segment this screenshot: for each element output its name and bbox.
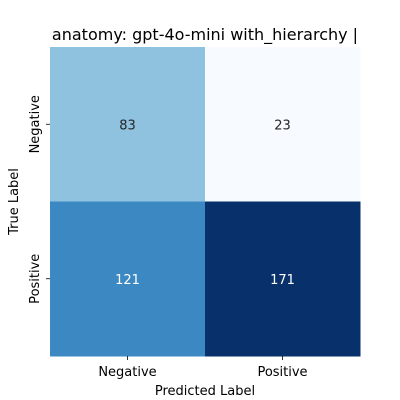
cell-value-label: 121 xyxy=(115,273,140,288)
y-axis-label: True Label xyxy=(7,168,22,236)
x-axis-label: Predicted Label xyxy=(155,384,255,399)
heatmap-cell-negative-positive xyxy=(205,47,361,202)
chart-title: anatomy: gpt-4o-mini with_hierarchy | xyxy=(52,25,358,45)
axis-ticks: Negative Positive Negative Positive xyxy=(28,95,308,380)
y-tick-label: Positive xyxy=(28,254,43,304)
heatmap-cell-negative-negative xyxy=(50,47,206,202)
cell-value-label: 83 xyxy=(119,118,136,133)
heatmap-cell-positive-negative xyxy=(50,201,206,357)
x-tick-label: Positive xyxy=(257,365,307,380)
heatmap-cell-positive-positive xyxy=(205,201,361,357)
y-tick-label: Negative xyxy=(28,95,43,153)
cell-value-label: 23 xyxy=(274,118,291,133)
cell-value-label: 171 xyxy=(270,273,295,288)
x-tick-label: Negative xyxy=(98,365,156,380)
heatmap-cells: 83 23 121 171 xyxy=(50,47,361,357)
